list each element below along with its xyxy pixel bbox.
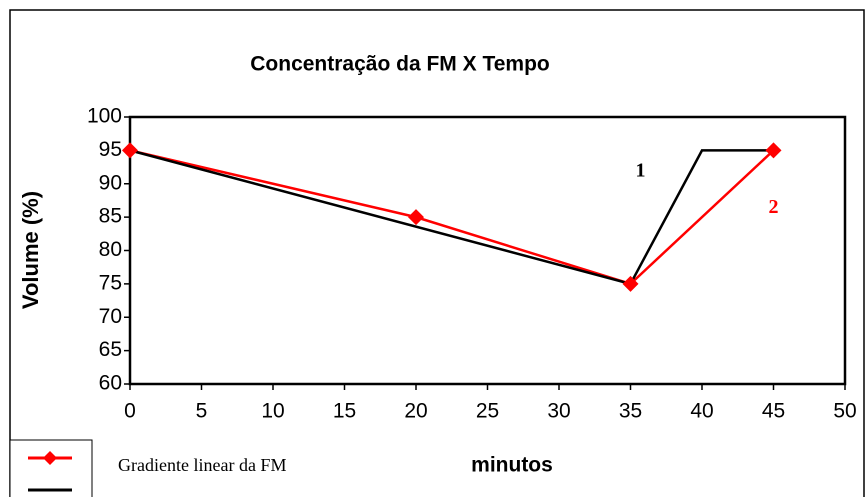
x-tick-label: 50 — [833, 400, 856, 423]
data-point — [765, 142, 782, 159]
legend-label: Gradiente linear da FM — [118, 455, 286, 475]
series-line — [129, 149, 775, 286]
series-line — [129, 149, 774, 286]
x-tick-label: 35 — [619, 400, 642, 423]
x-tick-label: 5 — [196, 400, 208, 423]
y-axis-label: Volume (%) — [18, 191, 43, 309]
y-tick-label: 100 — [87, 105, 122, 128]
x-tick-label: 15 — [333, 400, 356, 423]
data-point — [122, 142, 138, 159]
legend-marker — [43, 451, 57, 465]
annotation: 2 — [769, 196, 779, 218]
y-tick-label: 65 — [99, 338, 122, 361]
y-tick-label: 80 — [99, 238, 122, 261]
y-tick-label: 60 — [99, 372, 122, 395]
x-axis-label: minutos — [471, 454, 553, 477]
x-tick-label: 0 — [124, 400, 136, 423]
legend: Gradiente linear da FM — [28, 451, 286, 492]
y-tick-label: 95 — [99, 138, 122, 161]
x-tick-label: 10 — [261, 400, 284, 423]
y-tick-label: 75 — [99, 271, 122, 294]
x-tick-label: 25 — [476, 400, 499, 423]
y-tick-label: 70 — [99, 305, 122, 328]
x-tick-label: 45 — [762, 400, 785, 423]
x-tick-label: 30 — [547, 400, 570, 423]
annotation: 1 — [636, 159, 646, 181]
y-tick-label: 85 — [99, 205, 122, 228]
chart-title: Concentração da FM X Tempo — [250, 53, 550, 76]
chart-frame — [9, 9, 865, 497]
y-tick-label: 90 — [99, 171, 122, 194]
x-tick-label: 40 — [690, 400, 713, 423]
legend-box — [9, 439, 93, 497]
x-tick-label: 20 — [404, 400, 427, 423]
data-point — [408, 209, 424, 226]
data-point — [622, 275, 639, 292]
